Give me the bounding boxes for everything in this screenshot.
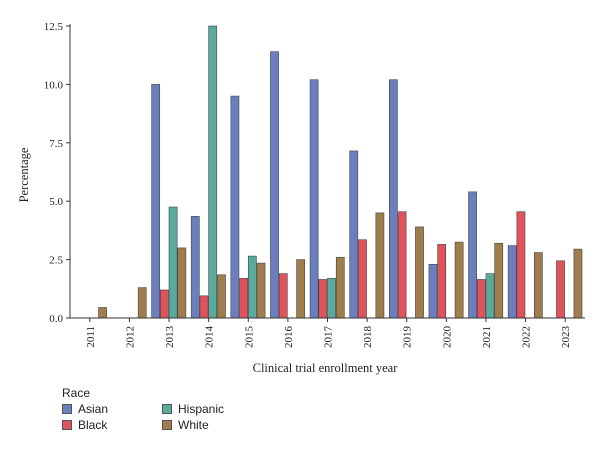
bar-asian-2022 (507, 245, 517, 319)
bar-white-2018 (375, 212, 385, 319)
bar-black-2019 (397, 211, 407, 319)
legend-grid: Asian Hispanic Black White (62, 402, 262, 432)
y-tick-label: 0.0 (49, 313, 63, 325)
x-tick-label: 2015 (243, 326, 255, 349)
y-tick-label: 2.5 (49, 255, 63, 267)
bar-white-2011 (98, 307, 107, 319)
legend-item-hispanic: Hispanic (162, 402, 262, 416)
bar-white-2017 (335, 256, 345, 319)
x-tick-label: 2021 (481, 326, 493, 348)
bar-hispanic-2015 (247, 255, 257, 319)
bar-black-2018 (358, 239, 367, 319)
bar-asian-2019 (388, 79, 398, 319)
bar-asian-2020 (428, 263, 438, 319)
x-tick-label: 2019 (402, 326, 414, 349)
bar-asian-2017 (309, 79, 319, 319)
bar-chart: 0.02.55.07.510.012.5 2011 2012 2013 2014 201… (17, 21, 585, 375)
x-tick-label: 2016 (283, 326, 295, 349)
y-tick-label: 12.5 (44, 21, 64, 33)
y-tick-label: 7.5 (49, 138, 63, 150)
bar-asian-2013 (151, 84, 161, 319)
y-tick-label: 10.0 (44, 79, 64, 91)
x-tick-label: 2014 (204, 326, 216, 349)
bar-black-2022 (516, 211, 526, 319)
y-axis-title: Percentage (17, 147, 31, 202)
bar-hispanic-2014 (208, 25, 218, 319)
bar-black-2015 (239, 277, 248, 319)
bar-white-2021 (494, 242, 504, 319)
legend-item-black: Black (62, 418, 162, 432)
y-tick-label: 5.0 (49, 196, 63, 208)
bar-black-2020 (437, 244, 447, 319)
bar-asian-2015 (230, 95, 240, 319)
bar-white-2015 (256, 262, 266, 319)
x-axis-ticks: 2011 2012 2013 2014 2015 2016 2017 2018 2019 2020… (85, 318, 572, 348)
bar-black-2013 (160, 289, 169, 319)
bar-white-2012 (137, 287, 147, 319)
bar-hispanic-2021 (485, 273, 495, 319)
x-tick-label: 2022 (521, 326, 533, 348)
bar-asian-2021 (468, 191, 477, 319)
legend: Race Asian Hispanic Black White (62, 386, 262, 432)
bar-black-2014 (199, 295, 209, 319)
y-axis-ticks: 0.0 2.5 5.0 7.5 10.0 12.5 (44, 21, 70, 325)
legend-item-asian: Asian (62, 402, 162, 416)
bar-hispanic-2013 (168, 206, 178, 319)
legend-item-white: White (162, 418, 262, 432)
bar-black-2016 (278, 273, 288, 319)
legend-title: Race (62, 386, 91, 400)
x-tick-label: 2012 (124, 326, 136, 348)
bar-asian-2014 (190, 216, 200, 319)
bar-white-2022 (533, 252, 543, 319)
bar-hispanic-2017 (327, 277, 336, 319)
x-axis-title: Clinical trial enrollment year (253, 361, 399, 375)
legend-swatch-black (62, 420, 72, 430)
bar-black-2021 (476, 279, 486, 319)
legend-label-white: White (178, 418, 209, 432)
legend-swatch-asian (62, 404, 72, 414)
legend-label-black: Black (78, 418, 108, 432)
x-tick-label: 2013 (164, 326, 176, 349)
bar-white-2019 (415, 226, 424, 319)
x-tick-label: 2023 (560, 326, 572, 349)
x-tick-label: 2020 (441, 326, 453, 349)
bar-white-2020 (454, 241, 464, 319)
bar-white-2014 (217, 274, 226, 319)
bar-asian-2018 (349, 150, 359, 319)
legend-swatch-hispanic (162, 404, 172, 414)
legend-label-asian: Asian (78, 402, 109, 416)
x-tick-label: 2017 (323, 326, 335, 349)
bars-group (98, 25, 583, 319)
bar-white-2013 (177, 247, 187, 319)
bar-asian-2016 (270, 51, 279, 319)
bar-white-2016 (296, 259, 306, 319)
bar-black-2017 (318, 279, 328, 319)
legend-label-hispanic: Hispanic (178, 402, 225, 416)
bar-white-2023 (573, 248, 583, 319)
bar-black-2023 (556, 260, 565, 319)
x-tick-label: 2011 (85, 326, 97, 348)
x-tick-label: 2018 (362, 326, 374, 349)
legend-swatch-white (162, 420, 172, 430)
